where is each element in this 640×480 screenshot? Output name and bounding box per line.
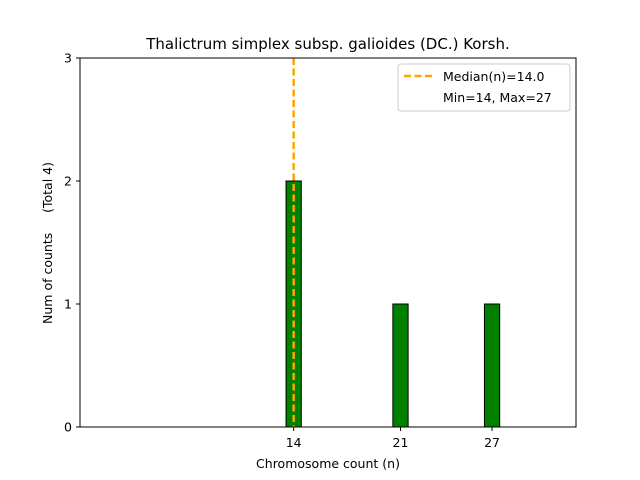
legend-median-label: Median(n)=14.0: [443, 69, 544, 84]
axes-frame: [79, 57, 577, 428]
bar-n-27: [483, 303, 501, 428]
x-tick-label: 14: [286, 435, 302, 450]
plot-area: 14 21 27 0 1 2 3: [64, 51, 577, 450]
x-tick-label: 21: [393, 435, 409, 450]
x-tick-label: 27: [484, 435, 500, 450]
y-tick-label: 3: [64, 51, 72, 66]
legend-box: [397, 63, 571, 112]
legend: Median(n)=14.0 Min=14, Max=27: [397, 63, 571, 112]
y-tick-label: 2: [64, 174, 72, 189]
x-axis-label: Chromosome count (n): [256, 456, 400, 471]
bar-n-21: [392, 303, 409, 428]
legend-range-label: Min=14, Max=27: [443, 90, 552, 105]
y-tick-label: 1: [64, 297, 72, 312]
y-axis-label: Num of counts (Total 4): [40, 162, 55, 324]
y-tick-label: 0: [64, 420, 72, 435]
chart-title: Thalictrum simplex subsp. galioides (DC.…: [145, 35, 510, 53]
